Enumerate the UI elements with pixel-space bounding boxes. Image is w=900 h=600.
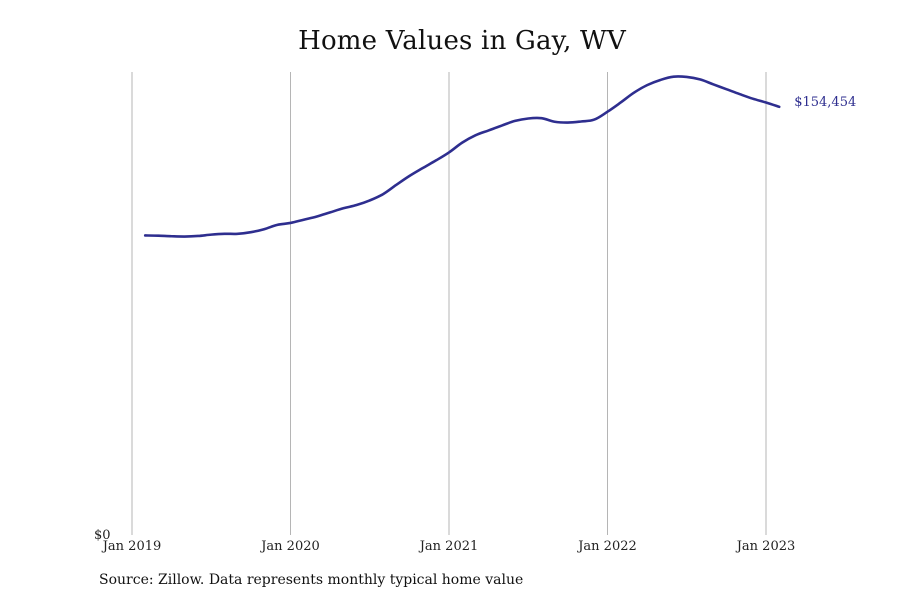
- chart-title: Home Values in Gay, WV: [298, 26, 626, 56]
- x-tick-label: Jan 2022: [576, 539, 637, 554]
- x-tick-label: Jan 2023: [735, 539, 796, 554]
- home-value-line: [143, 75, 781, 238]
- y-tick-label: $0: [94, 528, 111, 543]
- series-layer: [143, 75, 781, 238]
- x-tick-label: Jan 2021: [418, 539, 479, 554]
- x-tick-label: Jan 2020: [259, 539, 320, 554]
- latest-value-label: $154,454: [794, 95, 856, 110]
- x-tick-label: Jan 2019: [101, 539, 162, 554]
- gridlines: [131, 72, 767, 535]
- chart-source-note: Source: Zillow. Data represents monthly …: [99, 572, 524, 588]
- x-axis-ticks: Jan 2019 Jan 2020 Jan 2021 Jan 2022 Jan 2023: [101, 539, 796, 554]
- end-label-layer: $154,454: [794, 95, 856, 110]
- y-axis-labels: $0: [94, 528, 111, 543]
